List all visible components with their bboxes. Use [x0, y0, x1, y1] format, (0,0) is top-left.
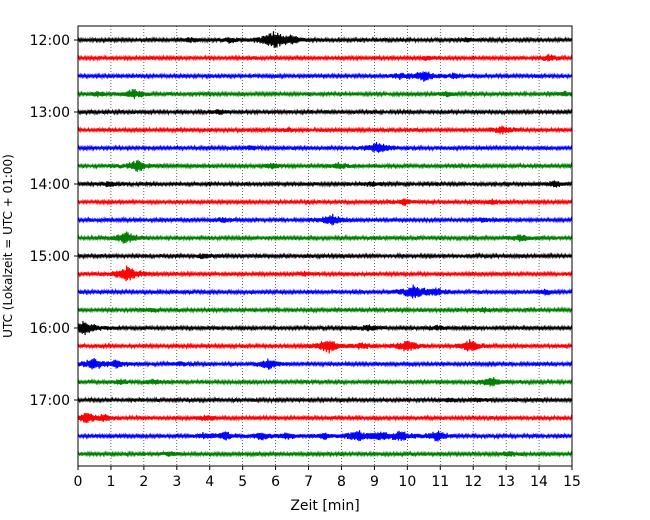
- trace-1400: [77, 180, 573, 188]
- y-tick-label: 12:00: [30, 33, 70, 49]
- x-tick-label: 1: [106, 474, 115, 490]
- x-tick-label: 15: [563, 474, 581, 490]
- trace-1330: [77, 141, 573, 153]
- trace-1515: [77, 265, 573, 282]
- trace-1300: [77, 107, 573, 116]
- x-tick-label: 0: [74, 474, 83, 490]
- y-tick-label: 13:00: [30, 105, 70, 121]
- x-tick-label: 11: [431, 474, 449, 490]
- x-tick-label: 13: [497, 474, 515, 490]
- trace-1745: [77, 449, 573, 458]
- trace-1230: [77, 71, 573, 82]
- trace-1430: [77, 213, 573, 226]
- trace-1630: [77, 358, 573, 370]
- x-tick-label: 7: [304, 474, 313, 490]
- trace-1715: [77, 412, 573, 423]
- trace-1545: [77, 306, 573, 314]
- trace-1700: [77, 396, 573, 404]
- x-tick-label: 4: [205, 474, 214, 490]
- x-tick-label: 8: [337, 474, 346, 490]
- x-axis-label: Zeit [min]: [290, 498, 359, 514]
- y-tick-label: 14:00: [30, 177, 70, 193]
- y-tick-label: 16:00: [30, 321, 70, 337]
- vertical-grid: [110, 26, 540, 466]
- trace-1500: [77, 252, 573, 260]
- trace-1215: [77, 53, 573, 62]
- seismic-traces: [77, 31, 573, 458]
- trace-1445: [77, 231, 573, 244]
- trace-1615: [77, 339, 573, 354]
- trace-1600: [77, 320, 573, 336]
- trace-1730: [77, 430, 573, 442]
- x-tick-label: 2: [139, 474, 148, 490]
- trace-1530: [77, 284, 573, 299]
- trace-1315: [77, 125, 573, 135]
- plot-frame: [77, 25, 573, 467]
- trace-1245: [77, 89, 573, 100]
- x-tick-label: 6: [271, 474, 280, 490]
- trace-1645: [77, 377, 573, 387]
- x-tick-label: 5: [238, 474, 247, 490]
- y-tick-label: 17:00: [30, 393, 70, 409]
- trace-1200: [77, 31, 573, 48]
- x-tick-label: 14: [530, 474, 548, 490]
- x-tick-label: 12: [464, 474, 482, 490]
- y-tick-label: 15:00: [30, 249, 70, 265]
- x-tick-label: 3: [172, 474, 181, 490]
- trace-1345: [77, 159, 573, 172]
- x-axis-ticks: 0 1 2 3 4 5 6 7 8 9 10 11 12 13 14 15: [74, 466, 581, 490]
- trace-1415: [77, 198, 573, 207]
- x-tick-label: 10: [398, 474, 416, 490]
- x-tick-label: 9: [370, 474, 379, 490]
- y-axis-label: UTC (Lokalzeit = UTC + 01:00): [1, 154, 15, 338]
- y-axis-ticks: 12:00 13:00 14:00 15:00 16:00 17:00: [30, 33, 78, 409]
